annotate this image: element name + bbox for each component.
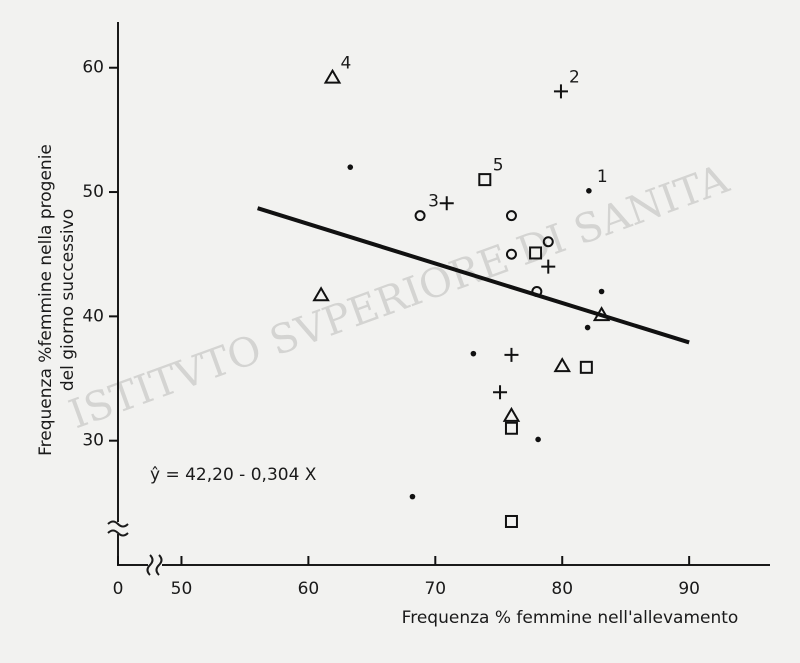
x-tick-label: 80 <box>551 579 573 599</box>
data-point <box>592 306 611 322</box>
data-point <box>553 357 571 373</box>
data-point <box>541 259 556 274</box>
data-point <box>505 210 517 222</box>
data-point <box>478 173 492 187</box>
y-tick-label: 40 <box>82 306 104 326</box>
point-label: 3 <box>428 192 439 212</box>
data-point <box>504 514 518 528</box>
data-point <box>409 493 416 500</box>
point-label: 1 <box>597 167 608 187</box>
data-point <box>502 406 521 422</box>
point-label: 4 <box>341 54 352 74</box>
x-tick-label: 70 <box>424 579 446 599</box>
trend-line <box>257 206 690 345</box>
data-point <box>493 385 508 400</box>
y-tick-label: 30 <box>82 431 104 451</box>
y-axis-label: del giorno successivo <box>58 209 78 391</box>
point-label: 5 <box>493 156 504 176</box>
y-tick-label: 50 <box>82 182 104 202</box>
x-tick-label: 90 <box>678 579 700 599</box>
axis-break <box>107 520 129 537</box>
data-point <box>323 68 342 84</box>
data-point <box>470 350 477 357</box>
equation: ŷ = 42,20 - 0,304 X <box>150 465 317 485</box>
data-point <box>529 246 543 260</box>
watermark: ISTITVTO SVPERIORE DI SANITA <box>63 156 735 438</box>
y-tick-label: 60 <box>82 58 104 78</box>
data-point <box>312 286 330 302</box>
data-point <box>553 84 568 99</box>
data-point <box>439 196 454 211</box>
data-point <box>535 436 541 443</box>
data-point <box>531 286 543 297</box>
data-point <box>584 324 591 331</box>
data-point <box>504 347 519 362</box>
axis-break <box>148 562 162 568</box>
axis-break <box>146 554 163 576</box>
data-point <box>542 236 554 248</box>
x-tick-label: 50 <box>171 579 193 599</box>
data-point <box>598 288 605 295</box>
data-point <box>586 188 592 194</box>
data-point <box>414 210 426 222</box>
axis-break <box>115 522 121 534</box>
data-point <box>504 421 518 435</box>
data-point <box>505 248 517 260</box>
y-axis-label: Frequenza %femmine nella progenie <box>36 144 56 456</box>
x-tick-label: 60 <box>298 579 320 599</box>
data-point <box>579 360 593 374</box>
data-point <box>347 164 354 170</box>
x-axis-label: Frequenza % femmine nell'allevamento <box>402 608 739 628</box>
x-tick-label: 0 <box>113 579 124 599</box>
point-label: 2 <box>569 67 580 87</box>
